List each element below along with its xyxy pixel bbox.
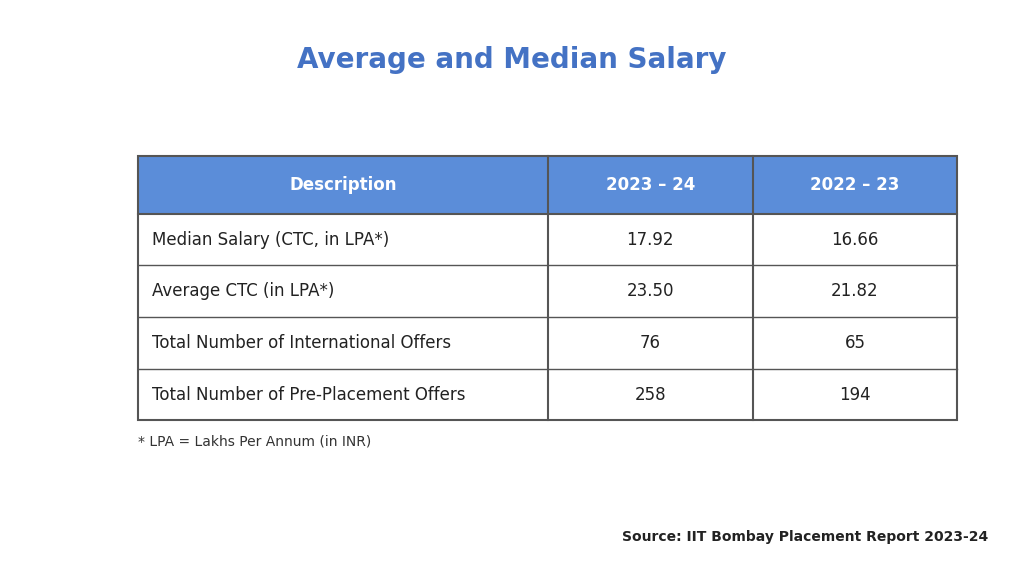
Text: 76: 76 (640, 334, 660, 352)
Bar (138, 214, 957, 266)
Text: 258: 258 (635, 386, 666, 404)
Text: 21.82: 21.82 (831, 282, 879, 300)
Text: 17.92: 17.92 (627, 230, 674, 249)
Bar (138, 317, 957, 369)
Bar (138, 369, 957, 420)
Text: * LPA = Lakhs Per Annum (in INR): * LPA = Lakhs Per Annum (in INR) (138, 435, 372, 449)
Text: Average CTC (in LPA*): Average CTC (in LPA*) (152, 282, 334, 300)
Text: 2022 – 23: 2022 – 23 (810, 176, 900, 194)
Text: 23.50: 23.50 (627, 282, 674, 300)
Bar (138, 156, 957, 214)
Text: 16.66: 16.66 (831, 230, 879, 249)
Text: 65: 65 (845, 334, 865, 352)
Text: Total Number of International Offers: Total Number of International Offers (152, 334, 451, 352)
Text: Median Salary (CTC, in LPA*): Median Salary (CTC, in LPA*) (152, 230, 389, 249)
Text: 2023 – 24: 2023 – 24 (605, 176, 695, 194)
Text: Source: IIT Bombay Placement Report 2023-24: Source: IIT Bombay Placement Report 2023… (622, 530, 988, 544)
Text: Average and Median Salary: Average and Median Salary (297, 47, 727, 74)
Text: 194: 194 (840, 386, 870, 404)
Text: Description: Description (290, 176, 396, 194)
Bar (138, 156, 957, 420)
Text: Total Number of Pre-Placement Offers: Total Number of Pre-Placement Offers (152, 386, 465, 404)
Bar (138, 266, 957, 317)
